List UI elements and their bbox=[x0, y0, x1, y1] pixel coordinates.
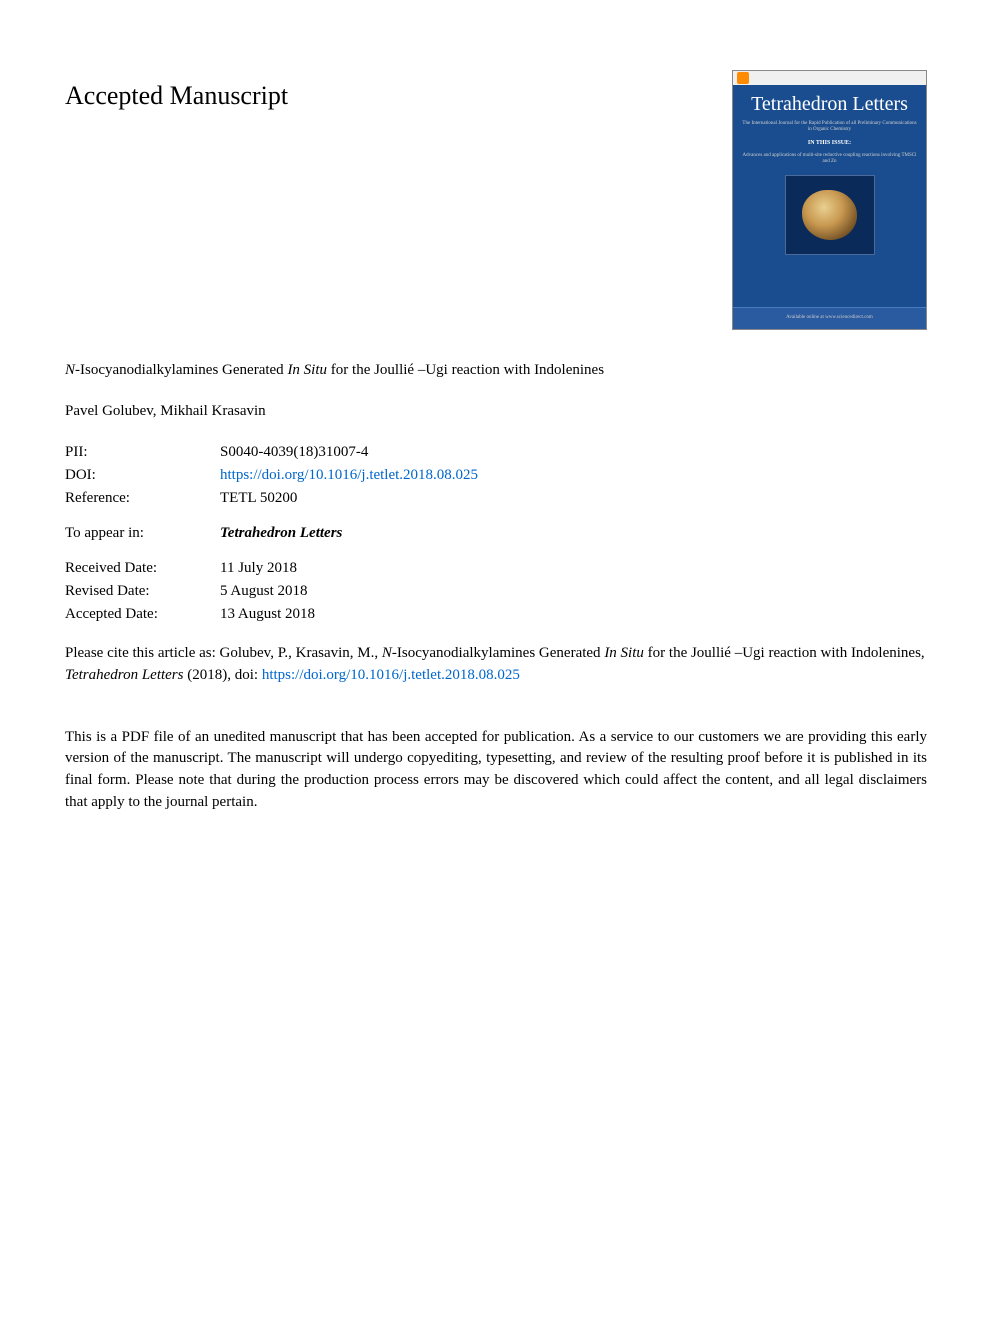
cover-issue-text: Advances and applications of multi-site … bbox=[733, 151, 926, 167]
citation-journal: Tetrahedron Letters bbox=[65, 667, 183, 683]
meta-label: Received Date: bbox=[65, 558, 220, 579]
article-title-part: N bbox=[65, 362, 75, 378]
cover-journal-title: Tetrahedron Letters bbox=[733, 85, 926, 119]
meta-row-reference: Reference: TETL 50200 bbox=[65, 488, 927, 509]
metadata-table: PII: S0040-4039(18)31007-4 DOI: https://… bbox=[65, 442, 927, 625]
molecule-graphic-icon bbox=[802, 190, 857, 240]
meta-row-doi: DOI: https://doi.org/10.1016/j.tetlet.20… bbox=[65, 465, 927, 486]
meta-value: https://doi.org/10.1016/j.tetlet.2018.08… bbox=[220, 465, 478, 486]
meta-value: 11 July 2018 bbox=[220, 558, 297, 579]
meta-row-revised: Revised Date: 5 August 2018 bbox=[65, 581, 927, 602]
citation-part: -Isocyanodialkylamines Generated bbox=[392, 645, 604, 661]
meta-row-appear: To appear in: Tetrahedron Letters bbox=[65, 523, 927, 544]
cover-publisher-bar bbox=[733, 71, 926, 85]
citation-part: (2018), doi: bbox=[183, 667, 261, 683]
page-heading: Accepted Manuscript bbox=[65, 78, 288, 114]
meta-value: 5 August 2018 bbox=[220, 581, 308, 602]
meta-value: TETL 50200 bbox=[220, 488, 297, 509]
meta-label: Revised Date: bbox=[65, 581, 220, 602]
citation-part: for the Joullié –Ugi reaction with Indol… bbox=[644, 645, 925, 661]
meta-spacer bbox=[65, 546, 927, 558]
meta-value: S0040-4039(18)31007-4 bbox=[220, 442, 368, 463]
meta-label: Reference: bbox=[65, 488, 220, 509]
cover-journal-subtitle: The International Journal for the Rapid … bbox=[733, 119, 926, 135]
citation-text: Please cite this article as: Golubev, P.… bbox=[65, 643, 927, 687]
meta-value: 13 August 2018 bbox=[220, 604, 315, 625]
cover-footer-text: Available online at www.sciencedirect.co… bbox=[733, 308, 926, 321]
elsevier-logo-icon bbox=[737, 72, 749, 84]
disclaimer-text: This is a PDF file of an unedited manusc… bbox=[65, 727, 927, 814]
citation-doi-link[interactable]: https://doi.org/10.1016/j.tetlet.2018.08… bbox=[262, 667, 520, 683]
article-title-part: -Isocyanodialkylamines Generated bbox=[75, 362, 287, 378]
meta-value-journal: Tetrahedron Letters bbox=[220, 523, 342, 544]
meta-spacer bbox=[65, 511, 927, 523]
meta-label: Accepted Date: bbox=[65, 604, 220, 625]
article-title: N-Isocyanodialkylamines Generated In Sit… bbox=[65, 360, 927, 381]
citation-part: In Situ bbox=[604, 645, 644, 661]
meta-label: DOI: bbox=[65, 465, 220, 486]
citation-part: N bbox=[382, 645, 392, 661]
authors-list: Pavel Golubev, Mikhail Krasavin bbox=[65, 401, 927, 422]
journal-cover-thumbnail: Tetrahedron Letters The International Jo… bbox=[732, 70, 927, 330]
article-title-part: In Situ bbox=[287, 362, 327, 378]
meta-label: To appear in: bbox=[65, 523, 220, 544]
meta-row-accepted: Accepted Date: 13 August 2018 bbox=[65, 604, 927, 625]
cover-molecule-image bbox=[785, 175, 875, 255]
article-title-part: for the Joullié –Ugi reaction with Indol… bbox=[327, 362, 604, 378]
cover-footer-bar: Available online at www.sciencedirect.co… bbox=[733, 307, 926, 329]
cover-issue-label: IN THIS ISSUE: bbox=[733, 135, 926, 151]
header-row: Accepted Manuscript Tetrahedron Letters … bbox=[65, 70, 927, 330]
citation-part: Please cite this article as: Golubev, P.… bbox=[65, 645, 382, 661]
meta-label: PII: bbox=[65, 442, 220, 463]
meta-row-pii: PII: S0040-4039(18)31007-4 bbox=[65, 442, 927, 463]
meta-row-received: Received Date: 11 July 2018 bbox=[65, 558, 927, 579]
doi-link[interactable]: https://doi.org/10.1016/j.tetlet.2018.08… bbox=[220, 467, 478, 483]
